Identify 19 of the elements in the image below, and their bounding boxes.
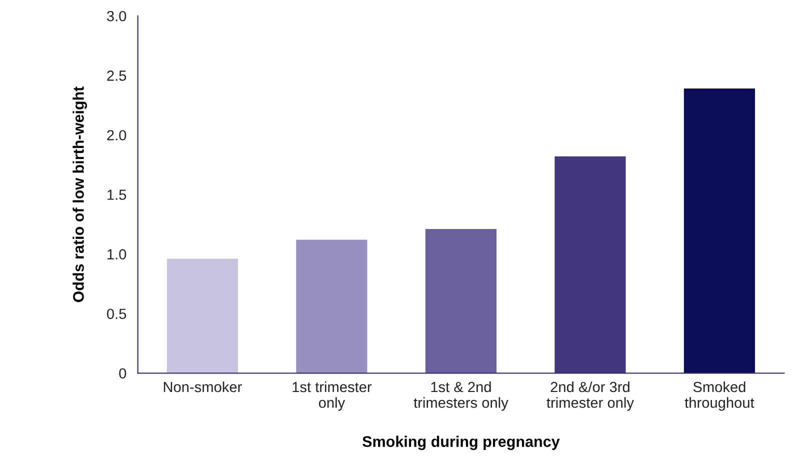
x-tick-label: 1st trimester only bbox=[292, 381, 372, 411]
x-tick-label: Non-smoker bbox=[164, 381, 242, 392]
bar bbox=[296, 240, 368, 374]
bar bbox=[684, 88, 755, 374]
x-tick-label: Smoked throughout bbox=[684, 381, 754, 411]
x-axis-title: Smoking during pregnancy bbox=[362, 436, 560, 450]
y-tick-label: 0 bbox=[119, 368, 126, 379]
bar bbox=[425, 229, 496, 374]
y-tick-label: 0.5 bbox=[106, 308, 126, 320]
bar bbox=[554, 156, 626, 374]
x-tick-label: 2nd &/or 3rd trimester only bbox=[546, 381, 634, 411]
y-tick-label: 3.0 bbox=[106, 10, 126, 22]
y-tick-label: 1.0 bbox=[108, 249, 126, 260]
y-tick-label: 2.0 bbox=[107, 130, 126, 140]
x-tick-label: 1st & 2nd trimesters only bbox=[414, 381, 508, 411]
bar bbox=[166, 258, 238, 374]
y-axis-title: Odds ratio of low birth-weight bbox=[72, 86, 87, 302]
y-tick-label: 1.5 bbox=[108, 190, 126, 200]
y-tick-label: 2.5 bbox=[107, 70, 126, 81]
